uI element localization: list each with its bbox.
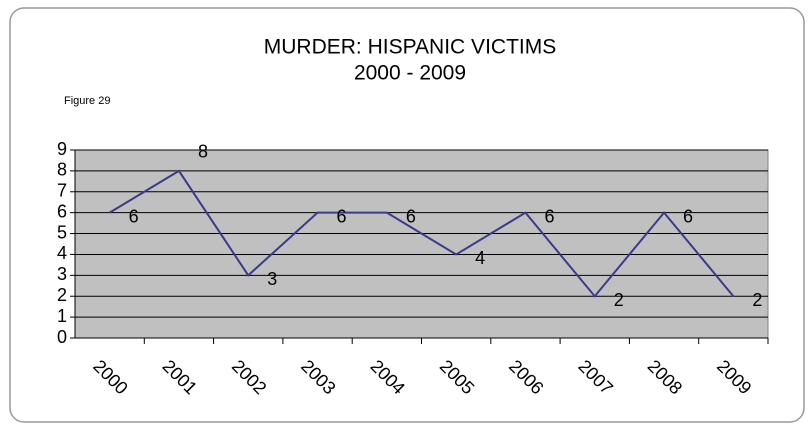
y-tick-label: 6 — [57, 201, 67, 221]
plot-area — [74, 149, 769, 339]
y-tick-label: 7 — [57, 181, 67, 201]
chart-subtitle: 2000 - 2009 — [354, 62, 466, 85]
data-label: 6 — [129, 206, 139, 226]
chart-title: MURDER: HISPANIC VICTIMS — [264, 36, 556, 59]
y-tick-label: 2 — [57, 285, 67, 305]
data-label: 3 — [267, 269, 277, 289]
y-tick-label: 5 — [57, 222, 67, 242]
y-tick-label: 0 — [57, 327, 67, 347]
data-label: 6 — [337, 206, 347, 226]
y-tick-label: 1 — [57, 306, 67, 326]
data-label: 4 — [475, 248, 485, 268]
y-tick-label: 8 — [57, 160, 67, 180]
data-label: 8 — [198, 142, 208, 162]
data-label: 2 — [614, 290, 624, 310]
data-label: 6 — [683, 206, 693, 226]
data-label: 2 — [752, 290, 762, 310]
data-label: 6 — [544, 206, 554, 226]
data-line — [109, 169, 735, 298]
y-tick-label: 9 — [57, 139, 67, 159]
annotation: Figure 29 — [64, 95, 110, 107]
y-tick-label: 4 — [57, 243, 67, 263]
data-label: 6 — [406, 206, 416, 226]
y-tick-label: 3 — [57, 264, 67, 284]
